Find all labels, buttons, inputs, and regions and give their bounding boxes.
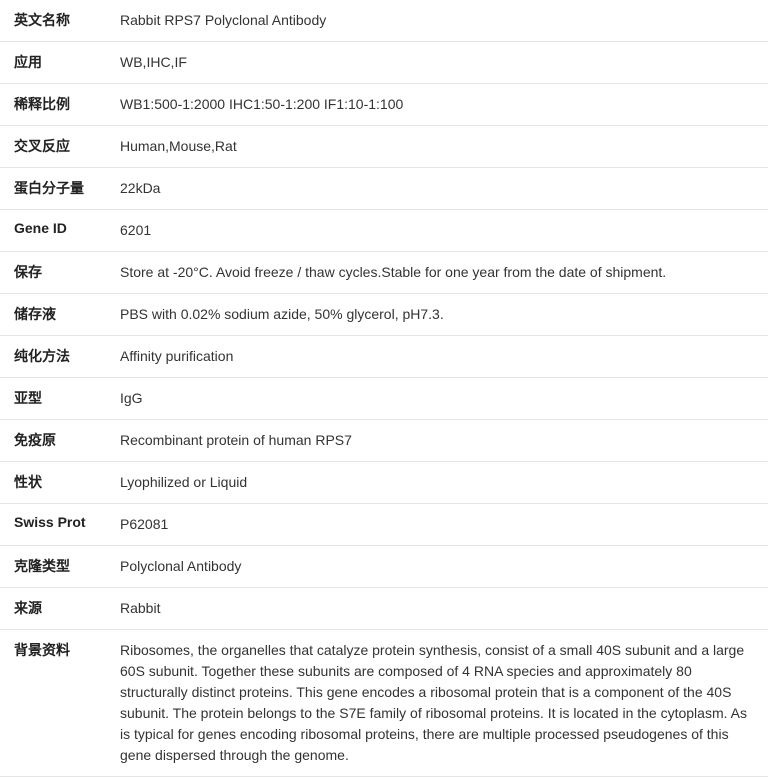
spec-value: 22kDa — [120, 168, 768, 210]
spec-value: Rabbit — [120, 588, 768, 630]
spec-label: 克隆类型 — [0, 546, 120, 588]
spec-label: Swiss Prot — [0, 504, 120, 546]
spec-value: Polyclonal Antibody — [120, 546, 768, 588]
spec-label: 保存 — [0, 252, 120, 294]
table-row: Gene ID6201 — [0, 210, 768, 252]
spec-label: 亚型 — [0, 378, 120, 420]
spec-value: WB1:500-1:2000 IHC1:50-1:200 IF1:10-1:10… — [120, 84, 768, 126]
spec-label: 纯化方法 — [0, 336, 120, 378]
spec-value: Human,Mouse,Rat — [120, 126, 768, 168]
spec-label: 背景资料 — [0, 630, 120, 777]
spec-value: WB,IHC,IF — [120, 42, 768, 84]
spec-label: 交叉反应 — [0, 126, 120, 168]
table-row: 性状Lyophilized or Liquid — [0, 462, 768, 504]
table-row: 纯化方法Affinity purification — [0, 336, 768, 378]
spec-value: Recombinant protein of human RPS7 — [120, 420, 768, 462]
spec-value: Store at -20°C. Avoid freeze / thaw cycl… — [120, 252, 768, 294]
table-row: Swiss ProtP62081 — [0, 504, 768, 546]
spec-value: Rabbit RPS7 Polyclonal Antibody — [120, 0, 768, 42]
spec-label: 来源 — [0, 588, 120, 630]
spec-value: 6201 — [120, 210, 768, 252]
spec-label: 性状 — [0, 462, 120, 504]
spec-label: 应用 — [0, 42, 120, 84]
spec-label: 英文名称 — [0, 0, 120, 42]
spec-label: 免疫原 — [0, 420, 120, 462]
table-row: 免疫原Recombinant protein of human RPS7 — [0, 420, 768, 462]
spec-value: PBS with 0.02% sodium azide, 50% glycero… — [120, 294, 768, 336]
table-row: 英文名称Rabbit RPS7 Polyclonal Antibody — [0, 0, 768, 42]
spec-value: IgG — [120, 378, 768, 420]
spec-label: 储存液 — [0, 294, 120, 336]
table-row: 蛋白分子量22kDa — [0, 168, 768, 210]
spec-label: 稀释比例 — [0, 84, 120, 126]
spec-table-body: 英文名称Rabbit RPS7 Polyclonal Antibody应用WB,… — [0, 0, 768, 777]
product-spec-table: 英文名称Rabbit RPS7 Polyclonal Antibody应用WB,… — [0, 0, 768, 777]
spec-value: P62081 — [120, 504, 768, 546]
table-row: 亚型IgG — [0, 378, 768, 420]
spec-label: 蛋白分子量 — [0, 168, 120, 210]
table-row: 来源Rabbit — [0, 588, 768, 630]
table-row: 稀释比例WB1:500-1:2000 IHC1:50-1:200 IF1:10-… — [0, 84, 768, 126]
spec-value: Ribosomes, the organelles that catalyze … — [120, 630, 768, 777]
table-row: 背景资料Ribosomes, the organelles that catal… — [0, 630, 768, 777]
table-row: 克隆类型Polyclonal Antibody — [0, 546, 768, 588]
spec-label: Gene ID — [0, 210, 120, 252]
table-row: 储存液PBS with 0.02% sodium azide, 50% glyc… — [0, 294, 768, 336]
table-row: 交叉反应Human,Mouse,Rat — [0, 126, 768, 168]
spec-value: Lyophilized or Liquid — [120, 462, 768, 504]
table-row: 保存Store at -20°C. Avoid freeze / thaw cy… — [0, 252, 768, 294]
table-row: 应用WB,IHC,IF — [0, 42, 768, 84]
spec-value: Affinity purification — [120, 336, 768, 378]
